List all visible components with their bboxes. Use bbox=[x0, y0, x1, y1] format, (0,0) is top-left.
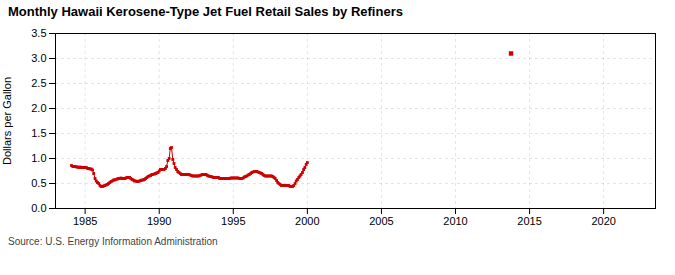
svg-text:3.5: 3.5 bbox=[31, 27, 46, 39]
svg-text:2020: 2020 bbox=[591, 215, 615, 227]
svg-text:1985: 1985 bbox=[73, 215, 97, 227]
svg-text:2005: 2005 bbox=[369, 215, 393, 227]
svg-text:1.5: 1.5 bbox=[31, 127, 46, 139]
html-text:Source: U.S. Energy Informatio: Source: U.S. Energy Information Administ… bbox=[8, 236, 218, 247]
svg-text:1990: 1990 bbox=[147, 215, 171, 227]
svg-text:2.0: 2.0 bbox=[31, 102, 46, 114]
svg-text:2015: 2015 bbox=[517, 215, 541, 227]
html-text:Monthly Hawaii Kerosene-Type J: Monthly Hawaii Kerosene-Type Jet Fuel Re… bbox=[8, 4, 403, 19]
svg-text:0.5: 0.5 bbox=[31, 177, 46, 189]
svg-text:2.5: 2.5 bbox=[31, 77, 46, 89]
svg-text:2000: 2000 bbox=[295, 215, 319, 227]
svg-text:1995: 1995 bbox=[221, 215, 245, 227]
svg-text:2010: 2010 bbox=[443, 215, 467, 227]
svg-text:1.0: 1.0 bbox=[31, 152, 46, 164]
svg-text:0.0: 0.0 bbox=[31, 202, 46, 214]
svg-text:Dollars per Gallon: Dollars per Gallon bbox=[1, 77, 13, 165]
svg-text:3.0: 3.0 bbox=[31, 52, 46, 64]
